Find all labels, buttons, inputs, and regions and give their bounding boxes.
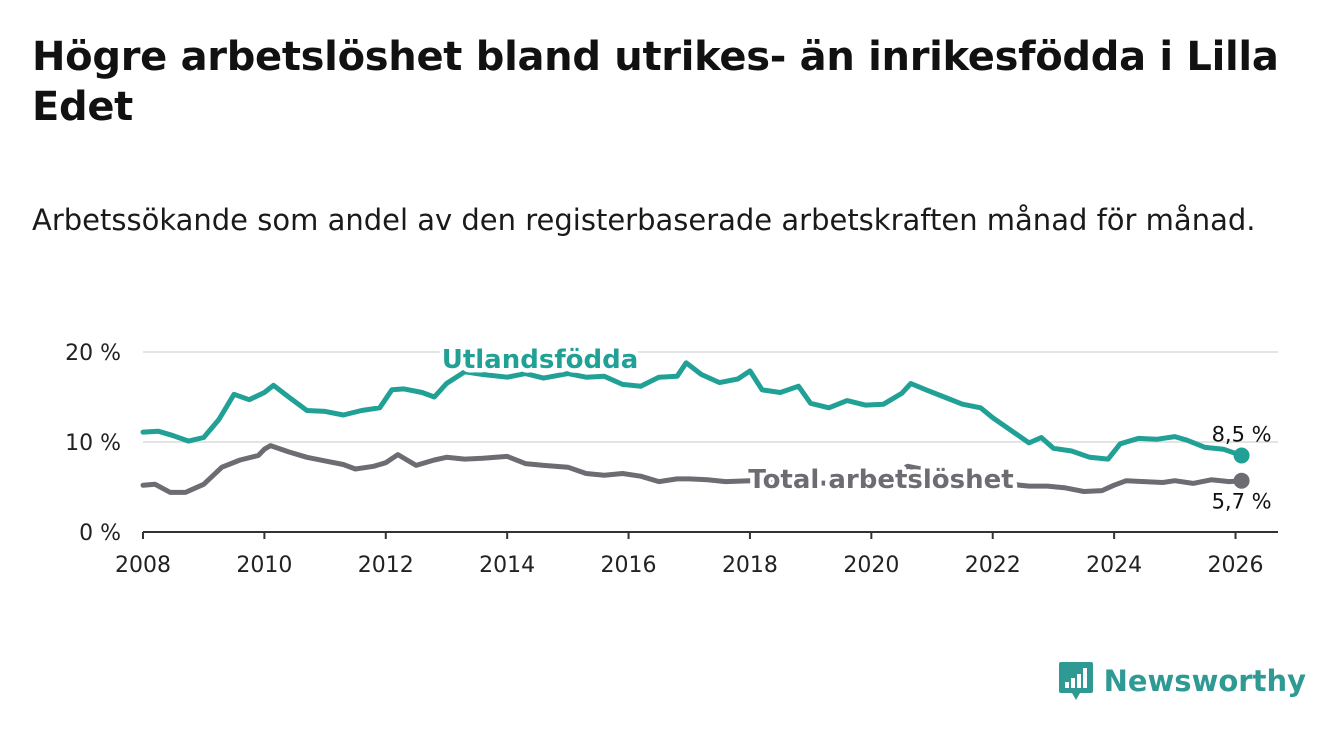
x-tick-label: 2020 [843, 553, 899, 578]
series-line-utlandsfodda [140, 360, 1245, 462]
series-label: Utlandsfödda [442, 345, 639, 375]
x-tick-label: 2014 [479, 553, 535, 578]
x-tick-label: 2018 [722, 553, 778, 578]
series-end-marker [1233, 447, 1250, 464]
x-tick-label: 2024 [1086, 553, 1142, 578]
x-tick-label: 2010 [236, 553, 292, 578]
newsworthy-logo-icon [1058, 662, 1093, 700]
brand: Newsworthy [1058, 660, 1306, 702]
series-end-marker [1233, 472, 1250, 489]
y-tick-label: 0 % [79, 521, 121, 546]
x-tick-label: 2008 [115, 553, 171, 578]
x-tick-label: 2026 [1208, 553, 1264, 578]
end-value-label: 8,5 % [1212, 423, 1272, 447]
y-tick-label: 20 % [65, 341, 121, 366]
end-value-label: 5,7 % [1212, 490, 1272, 514]
series-line-total [140, 443, 1245, 495]
x-tick-label: 2012 [358, 553, 414, 578]
line-chart: 0 % 10 % 20 % 2008 2010 2012 2014 2016 2018 2020… [65, 341, 1278, 578]
y-tick-label: 10 % [65, 431, 121, 456]
series-label: Total arbetslöshet [748, 465, 1013, 495]
brand-name: Newsworthy [1103, 664, 1306, 698]
chart-title: Högre arbetslöshet bland utrikes- än inr… [32, 34, 1279, 130]
x-tick-label: 2016 [601, 553, 657, 578]
chart-subtitle: Arbetssökande som andel av den registerb… [32, 203, 1256, 237]
x-tick-label: 2022 [965, 553, 1021, 578]
